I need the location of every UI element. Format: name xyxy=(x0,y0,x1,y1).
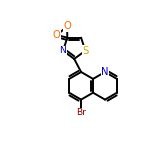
Text: O: O xyxy=(63,21,71,31)
Text: N: N xyxy=(101,67,109,77)
Text: O: O xyxy=(52,30,60,40)
Text: S: S xyxy=(82,46,88,56)
Text: N: N xyxy=(60,46,66,55)
Text: Br: Br xyxy=(76,108,86,117)
